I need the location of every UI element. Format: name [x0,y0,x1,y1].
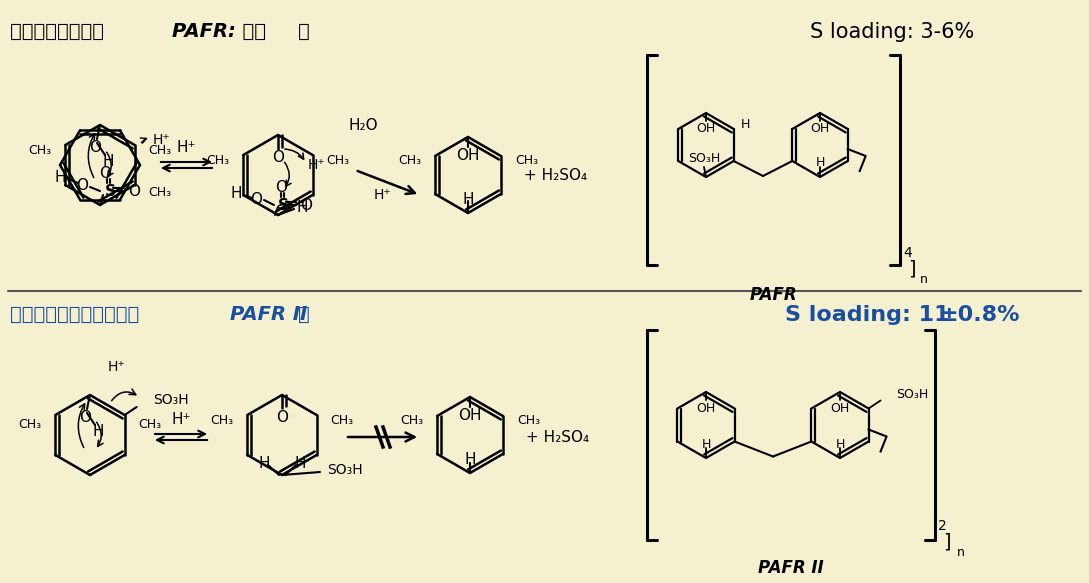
Text: 脱スルホニル化を抑制（: 脱スルホニル化を抑制（ [10,305,139,324]
Text: O: O [129,184,140,198]
Text: ）: ） [298,22,309,41]
Text: CH₃: CH₃ [331,413,354,427]
Text: PAFR II: PAFR II [758,559,823,577]
Text: CH₃: CH₃ [19,419,41,431]
Text: ±0.8%: ±0.8% [940,305,1020,325]
Text: H₂O: H₂O [348,118,378,132]
Text: H: H [258,455,270,470]
Text: H: H [741,118,750,131]
Text: H: H [54,170,65,184]
Text: H⁺: H⁺ [171,413,191,427]
Text: SO₃H: SO₃H [152,393,188,407]
Text: O: O [299,198,313,212]
Text: CH₃: CH₃ [138,419,162,431]
Text: OH: OH [696,402,715,415]
Text: S loading: 11: S loading: 11 [785,305,950,325]
Text: OH: OH [456,147,480,163]
Text: 2: 2 [938,519,946,533]
Text: OH: OH [696,122,715,135]
Text: CH₃: CH₃ [400,415,424,427]
Text: CH₃: CH₃ [148,143,172,156]
Text: ]: ] [908,259,916,279]
Text: CH₃: CH₃ [515,154,538,167]
Text: O: O [89,139,101,154]
Text: SO₃H: SO₃H [327,463,363,477]
Text: PAFR: 前回: PAFR: 前回 [172,22,266,41]
Text: 脱スルホニル化（: 脱スルホニル化（ [10,22,105,41]
Text: H: H [294,455,306,470]
Text: H: H [816,156,824,170]
Text: O: O [76,177,88,192]
Text: S: S [105,184,117,198]
Text: n: n [957,546,965,559]
Text: CH₃: CH₃ [517,415,540,427]
Text: O: O [276,180,287,195]
Text: S loading: 3-6%: S loading: 3-6% [810,22,975,42]
Text: + H₂SO₄: + H₂SO₄ [526,430,589,444]
Text: ]: ] [943,532,951,552]
Text: S: S [278,198,289,212]
Text: H: H [93,423,103,438]
Text: CH₃: CH₃ [397,154,421,167]
Text: O: O [250,191,262,206]
Text: SO₃H: SO₃H [688,153,720,166]
Text: CH₃: CH₃ [206,153,230,167]
Text: O: O [79,409,91,424]
Text: O: O [276,409,287,424]
Text: H⁺: H⁺ [374,188,391,202]
Text: H: H [701,437,711,451]
Text: SO₃H: SO₃H [896,388,929,401]
Text: H: H [835,437,845,451]
Text: PAFR II: PAFR II [230,305,307,324]
Text: H: H [296,199,307,215]
Text: n: n [920,273,928,286]
Text: H: H [462,191,474,206]
Text: H: H [230,185,242,201]
Text: H⁺: H⁺ [152,133,170,147]
Text: CH₃: CH₃ [210,413,233,427]
Text: O: O [99,166,111,181]
Text: 4: 4 [903,246,911,260]
Text: H: H [102,153,113,168]
Text: ）: ） [298,305,309,324]
Text: OH: OH [831,402,849,415]
Text: CH₃: CH₃ [327,153,350,167]
Text: OH: OH [458,408,481,423]
Text: H⁺: H⁺ [108,360,125,374]
Text: H⁺: H⁺ [176,141,196,156]
Text: CH₃: CH₃ [28,143,51,156]
Text: + H₂SO₄: + H₂SO₄ [524,167,587,182]
Text: PAFR: PAFR [749,286,797,304]
Text: O: O [272,149,284,164]
Text: H⁺: H⁺ [308,158,326,172]
Text: H: H [464,451,476,466]
Text: OH: OH [810,122,830,135]
Text: CH₃: CH₃ [148,187,172,199]
